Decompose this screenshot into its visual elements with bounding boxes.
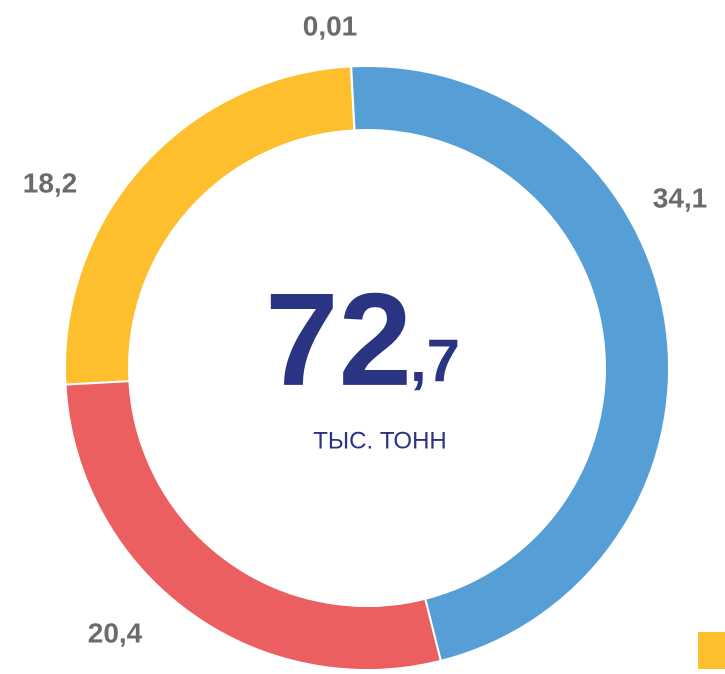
value-label: 34,1	[653, 182, 708, 213]
value-label: 20,4	[88, 617, 143, 648]
donut-segment	[64, 380, 443, 671]
center-fraction: ,7	[410, 327, 460, 394]
center-unit: ТЫС. ТОНН	[313, 427, 447, 454]
value-label: 18,2	[23, 167, 78, 198]
value-label: 0,01	[303, 10, 358, 41]
legend-swatch	[698, 632, 725, 669]
donut-segment	[350, 65, 670, 663]
center-main: 72	[265, 266, 412, 413]
